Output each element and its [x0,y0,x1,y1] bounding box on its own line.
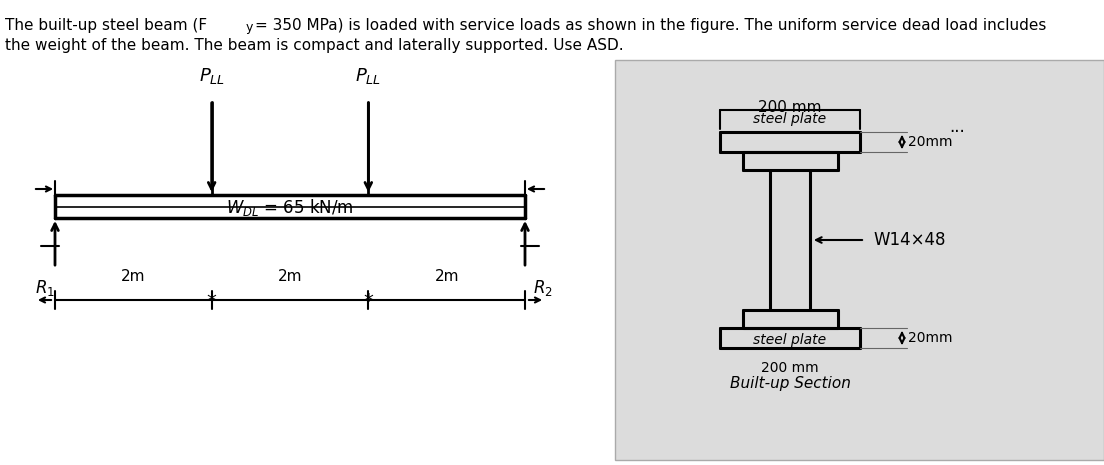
Text: ...: ... [949,118,965,136]
Text: 2m: 2m [278,269,302,284]
Text: 20mm: 20mm [907,135,953,149]
Text: $W_{DL}$ = 65 kN/m: $W_{DL}$ = 65 kN/m [226,197,354,218]
Text: *: * [363,292,373,311]
Text: W14×48: W14×48 [873,231,946,249]
Text: 2m: 2m [121,269,146,284]
Text: 200 mm: 200 mm [761,361,819,375]
Text: $R_2$: $R_2$ [533,278,553,298]
Text: the weight of the beam. The beam is compact and laterally supported. Use ASD.: the weight of the beam. The beam is comp… [6,38,624,53]
Bar [615,60,1104,460]
Text: *: * [206,292,216,311]
Text: 200 mm: 200 mm [758,100,821,115]
Text: = 350 MPa) is loaded with service loads as shown in the figure. The uniform serv: = 350 MPa) is loaded with service loads … [255,18,1047,33]
Text: y: y [246,21,254,34]
Text: $P_{LL}$: $P_{LL}$ [199,66,225,86]
Text: 2m: 2m [434,269,459,284]
Text: $P_{LL}$: $P_{LL}$ [355,66,381,86]
Text: steel plate: steel plate [753,112,827,126]
Text: 20mm: 20mm [907,331,953,345]
Text: The built-up steel beam (F: The built-up steel beam (F [6,18,208,33]
Text: $R_1$: $R_1$ [35,278,55,298]
Text: steel plate: steel plate [753,333,827,347]
Text: Built-up Section: Built-up Section [730,376,850,391]
